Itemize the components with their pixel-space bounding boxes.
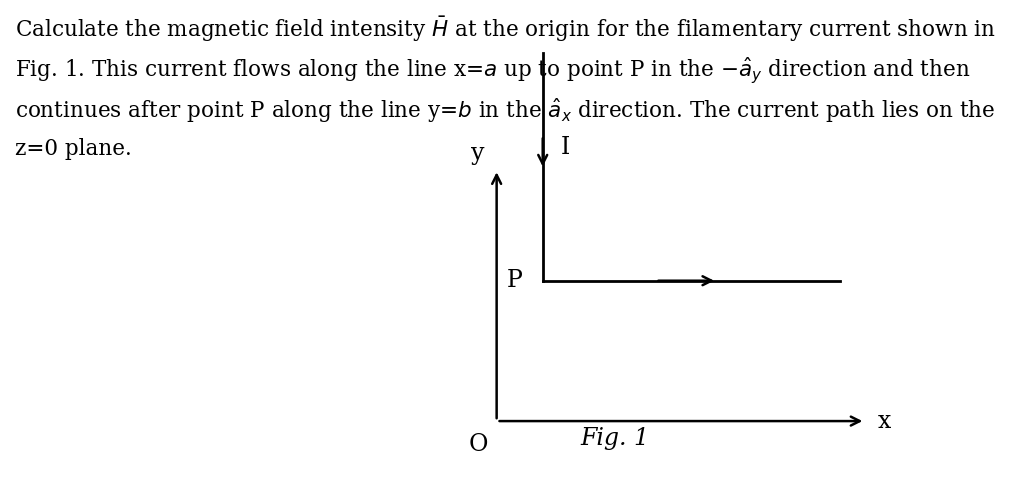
Text: x: x	[878, 409, 891, 433]
Text: Fig. 1: Fig. 1	[580, 427, 649, 450]
Text: continues after point P along the line y=$b$ in the $\hat{a}_x$ direction. The c: continues after point P along the line y…	[15, 97, 995, 125]
Text: O: O	[468, 433, 488, 456]
Text: I: I	[561, 136, 570, 159]
Text: z=0 plane.: z=0 plane.	[15, 138, 132, 160]
Text: Calculate the magnetic field intensity $\bar{H}$ at the origin for the filamenta: Calculate the magnetic field intensity $…	[15, 15, 996, 44]
Text: P: P	[506, 269, 522, 292]
Text: y: y	[471, 141, 485, 165]
Text: Fig. 1. This current flows along the line x=$a$ up to point P in the $-\hat{a}_y: Fig. 1. This current flows along the lin…	[15, 56, 971, 86]
